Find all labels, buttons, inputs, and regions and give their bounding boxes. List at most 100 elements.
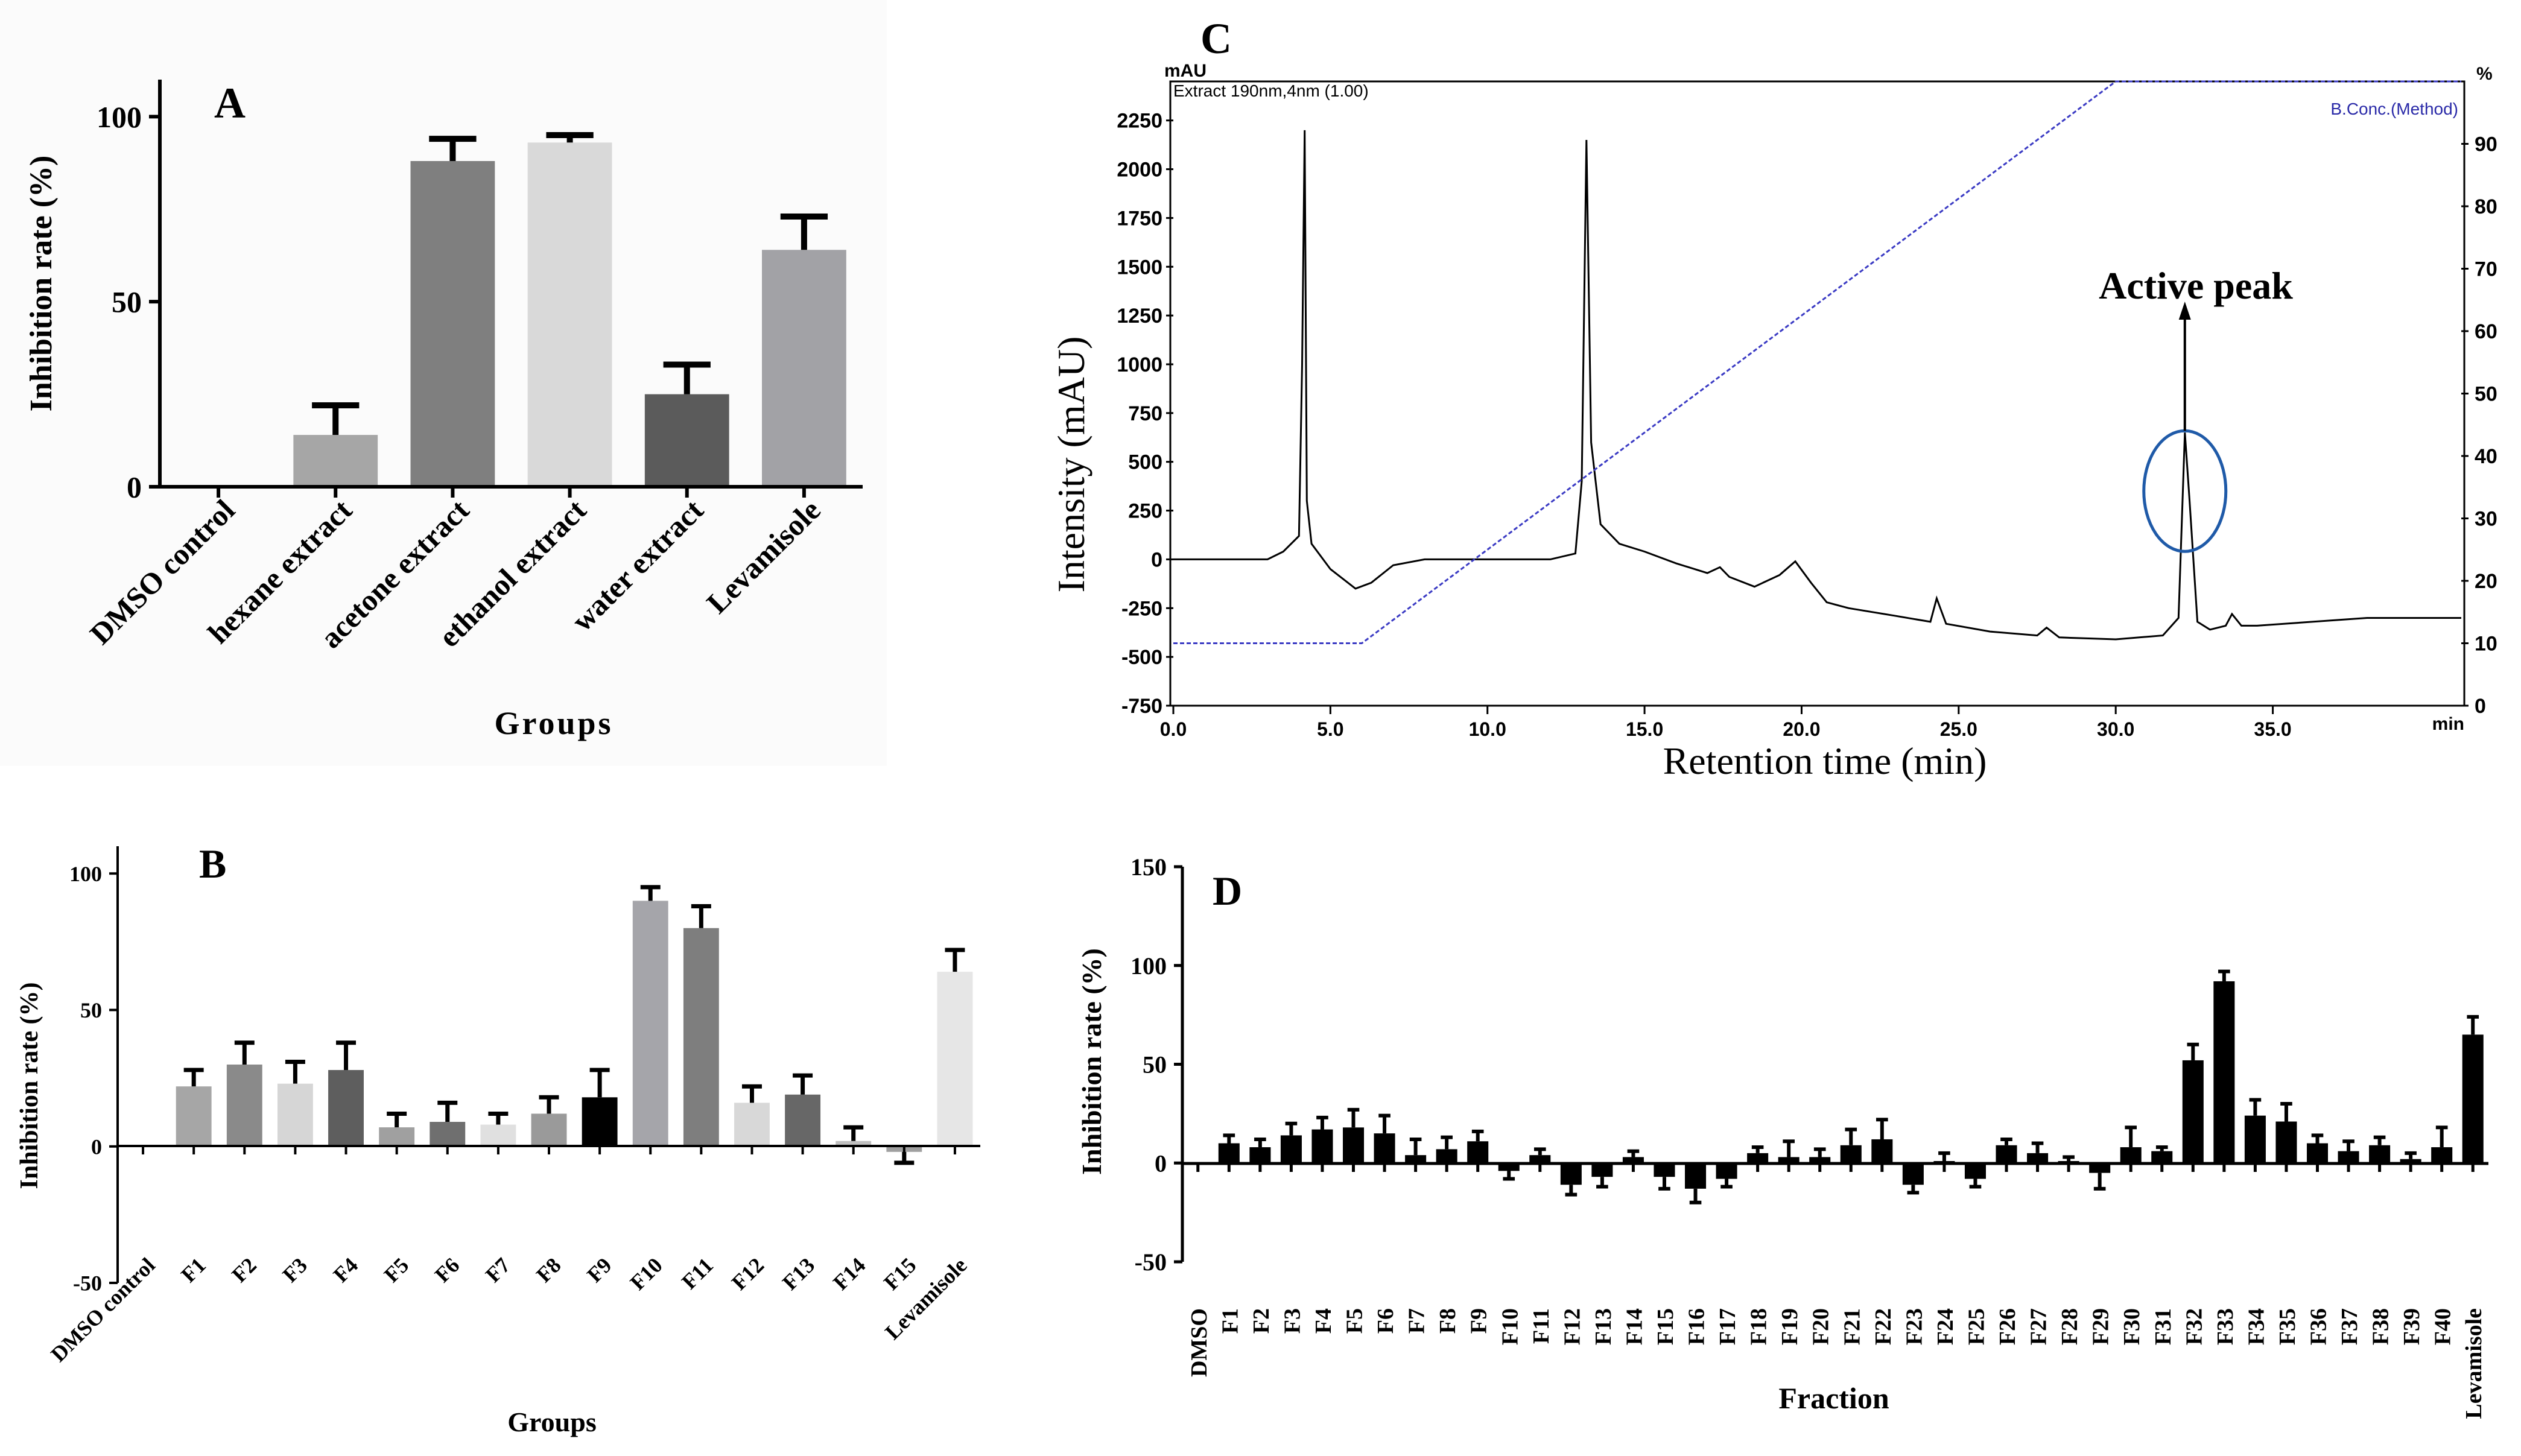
panel-b-bar-f1: [176, 1086, 212, 1147]
panel-d-category-label-f31: F31: [2151, 1308, 2176, 1345]
panel-d-bar-f2: [1249, 1147, 1271, 1163]
panel-c-y-tick-label: 1250: [1117, 305, 1162, 328]
panel-a-y-tick-label: 50: [112, 285, 142, 319]
panel-c-y-tick-label: 500: [1128, 451, 1162, 474]
panel-d-category-label-f1: F1: [1217, 1308, 1243, 1334]
panel-d-category-label-f30: F30: [2119, 1308, 2145, 1345]
panel-d-category-label-f14: F14: [1622, 1308, 1647, 1345]
panel-c-y-axis-label: Intensity (mAU): [1050, 337, 1092, 593]
panel-d-bar-f34: [2244, 1115, 2266, 1163]
panel-d-y-tick-label: 100: [1130, 952, 1167, 980]
panel-c-y-tick-label: 2000: [1117, 159, 1162, 182]
panel-d-bar-f11: [1529, 1155, 1551, 1163]
panel-c-x-tick-label: 30.0: [2097, 718, 2134, 740]
panel-d-y-tick-label: 50: [1143, 1051, 1167, 1078]
panel-d-category-label-f28: F28: [2057, 1308, 2082, 1345]
panel-c-y2-tick-label: 10: [2475, 633, 2497, 656]
panel-d-category-label-f35: F35: [2275, 1308, 2300, 1345]
panel-b-bar-f12: [734, 1103, 770, 1147]
panel-c-y-tick-label: 0: [1151, 548, 1162, 571]
panel-c-plot: 0.0 5.0 10.0 15.0 20.0 25.0 30.0 35.0 -750 -500 -2…: [1117, 80, 2497, 740]
panel-d-category-label-f32: F32: [2181, 1308, 2207, 1345]
panel-c-y2-tick-label: 80: [2475, 195, 2497, 218]
panel-b-y-tick-label: 0: [91, 1135, 102, 1159]
panel-d-bar-f27: [2027, 1153, 2049, 1163]
panel-a-bar-ethanol-extract: [527, 142, 612, 487]
panel-d-bar-f6: [1374, 1133, 1395, 1163]
panel-d-category-label-f26: F26: [1995, 1308, 2020, 1345]
panel-c-legend-left: Extract 190nm,4nm (1.00): [1173, 81, 1369, 100]
panel-b-bar-f4: [328, 1070, 364, 1147]
panel-d-plot: -50 0 50 100 150 DMSO F1 F2 F3 F4 F5 F6 F7 F8 F9 F10 F11…: [1130, 853, 2488, 1419]
panel-d-bar-f30: [2120, 1147, 2142, 1163]
panel-b-y-tick-label: 50: [80, 998, 102, 1022]
panel-b-y-axis-label: Inhibition rate (%): [16, 982, 43, 1189]
panel-b-bar-f9: [582, 1097, 618, 1147]
panel-d-bar-f37: [2338, 1151, 2359, 1163]
panel-c-legend-right: B.Conc.(Method): [2330, 100, 2458, 118]
panel-c-y2-tick-label: 90: [2475, 133, 2497, 156]
panel-b-bar-f3: [277, 1083, 313, 1147]
panel-d-bar-f35: [2275, 1121, 2297, 1163]
panel-d-category-label-f21: F21: [1839, 1308, 1865, 1345]
panel-d-bar-f39: [2400, 1159, 2421, 1163]
panel-a-y-tick-label: 0: [127, 470, 142, 504]
panel-d-bar-f18: [1747, 1153, 1769, 1163]
panel-d-category-label-f13: F13: [1591, 1308, 1616, 1345]
panel-d-category-label-f18: F18: [1746, 1308, 1772, 1345]
panel-b-bar-f7: [480, 1124, 516, 1147]
panel-c-active-peak-annotation: Active peak: [2099, 264, 2293, 307]
panel-d-bar-f3: [1280, 1135, 1302, 1163]
panel-a-label: A: [214, 79, 246, 127]
panel-d-bar-f4: [1311, 1129, 1333, 1163]
panel-d-category-label-f11: F11: [1529, 1308, 1554, 1344]
panel-d-bar-f26: [1996, 1145, 2017, 1163]
panel-c-y2-tick-label: 70: [2475, 258, 2497, 281]
panel-b-bar-f13: [785, 1094, 821, 1147]
panel-d-category-label-f7: F7: [1404, 1308, 1430, 1334]
panel-d-category-label-f20: F20: [1809, 1308, 1834, 1345]
panel-d-category-label-f8: F8: [1435, 1308, 1460, 1334]
panel-c-y-tick-label: -250: [1121, 597, 1162, 620]
panel-c-y-tick-label: 250: [1128, 500, 1162, 523]
panel-d-category-label-f40: F40: [2431, 1308, 2456, 1345]
panel-b-label: B: [199, 841, 226, 887]
panel-d-category-label-f4: F4: [1311, 1308, 1336, 1334]
panel-d-bar-f33: [2213, 981, 2235, 1163]
panel-b-bar-levamisole: [937, 972, 973, 1147]
panel-d-category-label-f36: F36: [2306, 1308, 2331, 1345]
panel-d-category-label-f38: F38: [2368, 1308, 2394, 1345]
panel-d-category-label-f6: F6: [1373, 1308, 1398, 1334]
panel-d-bar-f19: [1778, 1157, 1800, 1163]
panel-d-category-label-f23: F23: [1901, 1308, 1927, 1345]
panel-d-bar-f32: [2182, 1060, 2204, 1163]
panel-d-category-label-f3: F3: [1280, 1308, 1305, 1334]
panel-c-y-tick-label: 1000: [1117, 353, 1162, 376]
panel-d-category-label-f34: F34: [2244, 1308, 2269, 1345]
panel-b-bar-f5: [379, 1127, 415, 1147]
panel-d-label: D: [1213, 868, 1242, 914]
panel-d-bar-f9: [1467, 1141, 1489, 1163]
panel-d-y-axis-label: Inhibition rate (%): [1076, 948, 1107, 1175]
panel-d-category-label-f5: F5: [1342, 1308, 1368, 1334]
panel-c-y-tick-label: 1500: [1117, 256, 1162, 279]
panel-c-x-tick-label: 5.0: [1317, 718, 1343, 740]
panel-b-bar-f11: [683, 928, 719, 1147]
panel-d-bar-f40: [2431, 1147, 2453, 1163]
panel-c-y-unit-label: mAU: [1164, 61, 1207, 81]
panel-b-bar-f2: [226, 1065, 262, 1147]
panel-c-y-tick-label: 2250: [1117, 110, 1162, 133]
panel-d-bar-f1: [1218, 1143, 1240, 1163]
panel-d-category-label-f19: F19: [1777, 1308, 1803, 1345]
panel-d-category-label-f16: F16: [1684, 1308, 1710, 1345]
panel-b-y-tick-label: -50: [73, 1271, 102, 1296]
panel-b-bar-f8: [531, 1113, 567, 1147]
panel-c-series-b-conc-method: [1173, 80, 2461, 644]
panel-c-label: C: [1200, 14, 1232, 63]
panel-a-bar-water-extract: [644, 394, 729, 487]
panel-d-category-label-f37: F37: [2337, 1308, 2362, 1345]
panel-a-y-tick-label: 100: [97, 100, 142, 134]
panel-d-category-label-f33: F33: [2213, 1308, 2238, 1345]
panel-c-y-tick-label: -500: [1121, 646, 1162, 669]
